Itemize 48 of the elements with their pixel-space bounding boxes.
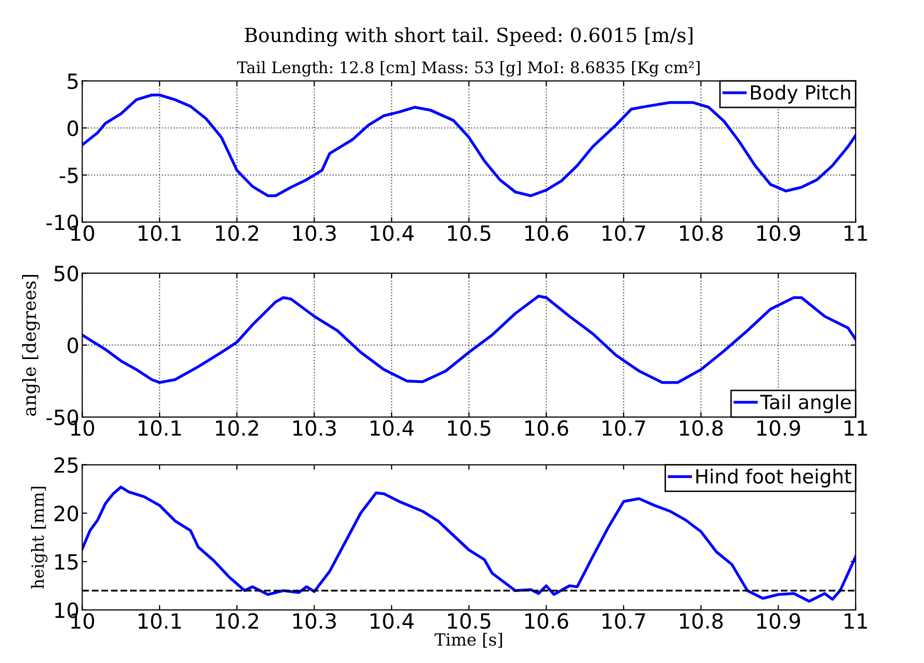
x-tick-label: 10.8 <box>680 225 723 242</box>
x-tick-label: 10.1 <box>138 225 181 242</box>
x-tick-label: 11 <box>844 226 867 241</box>
legend-label: Tail angle <box>760 394 851 414</box>
y-axis-title: height [mm] <box>31 486 48 589</box>
x-tick-label: 10.2 <box>216 420 258 436</box>
y-tick-label: 25 <box>54 457 78 473</box>
chart-subtitle: Tail Length: 12.8 [cm] Mass: 53 [g] MoI: 8.6835 [Kg cm²] <box>237 60 700 77</box>
x-tick-label: 10.7 <box>602 613 646 629</box>
x-tick-label: 10.3 <box>293 225 336 242</box>
x-tick-label: 10.5 <box>448 613 490 629</box>
y-tick-label: 0 <box>68 120 78 136</box>
x-tick-label: 11 <box>844 613 867 629</box>
x-tick-label: 10.1 <box>138 420 181 436</box>
y-tick-label: 15 <box>55 554 78 570</box>
y-tick-label: 0 <box>68 338 78 354</box>
x-tick-label: 10.9 <box>757 420 800 436</box>
x-axis-title: Time [s] <box>434 632 502 648</box>
x-tick-label: 10.6 <box>525 613 568 629</box>
legend-label: Body Pitch <box>751 84 850 104</box>
y-axis-title: angle [degrees] <box>22 274 40 416</box>
x-tick-label: 10.4 <box>370 225 414 242</box>
chart-title: Bounding with short tail. Speed: 0.6015 [m/s] <box>244 27 692 46</box>
y-tick-label: 5 <box>68 74 78 90</box>
y-tick-label: 50 <box>54 266 78 282</box>
x-tick-label: 10.3 <box>293 420 336 436</box>
y-tick-label: -5 <box>60 168 78 184</box>
y-tick-label: 20 <box>54 506 78 522</box>
line-series <box>82 294 856 384</box>
x-tick-label: 11 <box>844 420 867 436</box>
x-tick-label: 10.7 <box>602 225 646 242</box>
x-tick-label: 10.6 <box>525 225 568 242</box>
x-tick-label: 10.5 <box>448 225 490 242</box>
x-tick-label: 10.6 <box>525 420 568 436</box>
x-tick-label: 10.2 <box>216 613 258 629</box>
x-tick-label: 10.5 <box>448 420 490 436</box>
x-tick-label: 10.2 <box>216 225 258 242</box>
x-tick-label: 10.7 <box>602 420 646 436</box>
x-tick-label: 10.9 <box>757 225 800 242</box>
legend-label: Hind foot height <box>696 468 852 488</box>
x-tick-label: 10.9 <box>757 613 800 629</box>
x-tick-label: 10.1 <box>138 613 181 629</box>
x-tick-label: 10.3 <box>293 613 336 629</box>
x-tick-label: 10.4 <box>370 420 414 436</box>
x-tick-label: 10.8 <box>680 420 723 436</box>
line-series <box>82 486 856 603</box>
x-tick-label: 10.8 <box>680 613 723 629</box>
x-tick-label: 10.4 <box>370 613 414 629</box>
